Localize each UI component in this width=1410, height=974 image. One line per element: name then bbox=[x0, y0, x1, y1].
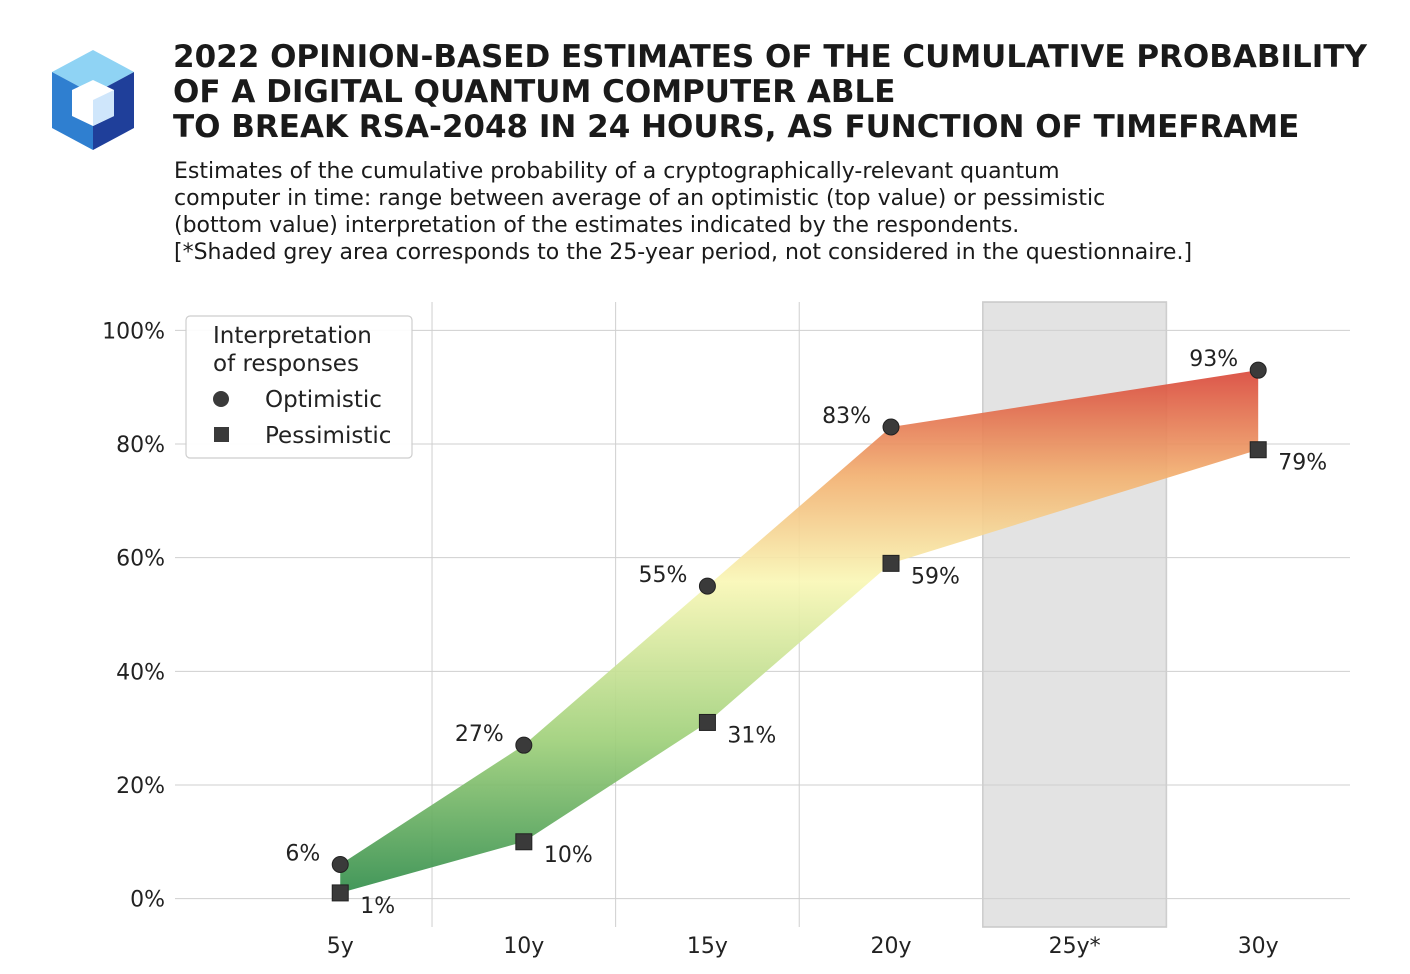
chart-subtitle-line: [*Shaded grey area corresponds to the 25… bbox=[174, 240, 1193, 265]
chart-title-line: TO BREAK RSA-2048 IN 24 HOURS, AS FUNCTI… bbox=[173, 109, 1300, 145]
pessimistic-data-label: 59% bbox=[911, 564, 960, 589]
x-tick-label: 30y bbox=[1238, 934, 1279, 959]
pessimistic-point bbox=[698, 713, 716, 731]
chart-title-line: OF A DIGITAL QUANTUM COMPUTER ABLE bbox=[173, 74, 896, 110]
optimistic-data-label: 55% bbox=[639, 563, 688, 588]
x-tick-label: 25y* bbox=[1049, 934, 1101, 959]
pessimistic-data-label: 31% bbox=[727, 723, 776, 748]
legend-entry-pessimistic: Pessimistic bbox=[265, 423, 391, 449]
optimistic-data-label: 93% bbox=[1189, 347, 1238, 372]
pessimistic-point bbox=[882, 554, 900, 572]
y-tick-label: 60% bbox=[116, 547, 165, 572]
pessimistic-point bbox=[1249, 441, 1267, 459]
y-tick-label: 40% bbox=[116, 660, 165, 685]
pessimistic-data-label: 1% bbox=[360, 894, 395, 919]
legend-box bbox=[185, 315, 413, 459]
chart-subtitle-line: Estimates of the cumulative probability … bbox=[174, 159, 1060, 184]
optimistic-point bbox=[698, 577, 716, 595]
pessimistic-point bbox=[515, 833, 533, 851]
x-tick-label: 15y bbox=[687, 934, 728, 959]
optimistic-data-label: 6% bbox=[285, 842, 320, 867]
optimistic-point bbox=[882, 418, 900, 436]
y-tick-label: 100% bbox=[102, 319, 165, 344]
chart-subtitle-line: (bottom value) interpretation of the est… bbox=[174, 213, 1020, 238]
y-tick-label: 0% bbox=[130, 888, 165, 913]
legend-circle-marker bbox=[213, 391, 229, 407]
legend-title-line: Interpretation bbox=[213, 323, 372, 349]
optimistic-data-label: 27% bbox=[455, 722, 504, 747]
legend-entry-optimistic: Optimistic bbox=[265, 387, 382, 413]
y-tick-label: 20% bbox=[116, 774, 165, 799]
chart-title: 2022 OPINION-BASED ESTIMATES OF THE CUMU… bbox=[173, 40, 1393, 145]
chart-subtitle: Estimates of the cumulative probability … bbox=[174, 158, 1394, 266]
pessimistic-data-label: 10% bbox=[544, 843, 593, 868]
x-tick-label: 20y bbox=[871, 934, 912, 959]
pessimistic-point bbox=[331, 884, 349, 902]
legend-square-marker bbox=[214, 427, 229, 442]
optimistic-point bbox=[331, 856, 349, 873]
chart-subtitle-line: computer in time: range between average … bbox=[174, 186, 1106, 211]
legend-title-line: of responses bbox=[213, 351, 359, 377]
optimistic-point bbox=[515, 736, 533, 754]
x-tick-label: 10y bbox=[503, 934, 544, 959]
x-tick-label: 5y bbox=[327, 934, 354, 959]
chart-title-line: 2022 OPINION-BASED ESTIMATES OF THE CUMU… bbox=[173, 39, 1367, 75]
optimistic-point bbox=[1249, 361, 1267, 379]
cube-logo-icon bbox=[52, 50, 134, 150]
probability-band bbox=[340, 370, 1259, 893]
y-tick-label: 80% bbox=[116, 433, 165, 458]
pessimistic-data-label: 79% bbox=[1278, 451, 1327, 476]
optimistic-data-label: 83% bbox=[822, 404, 871, 429]
logo-inner-shade bbox=[93, 90, 114, 126]
